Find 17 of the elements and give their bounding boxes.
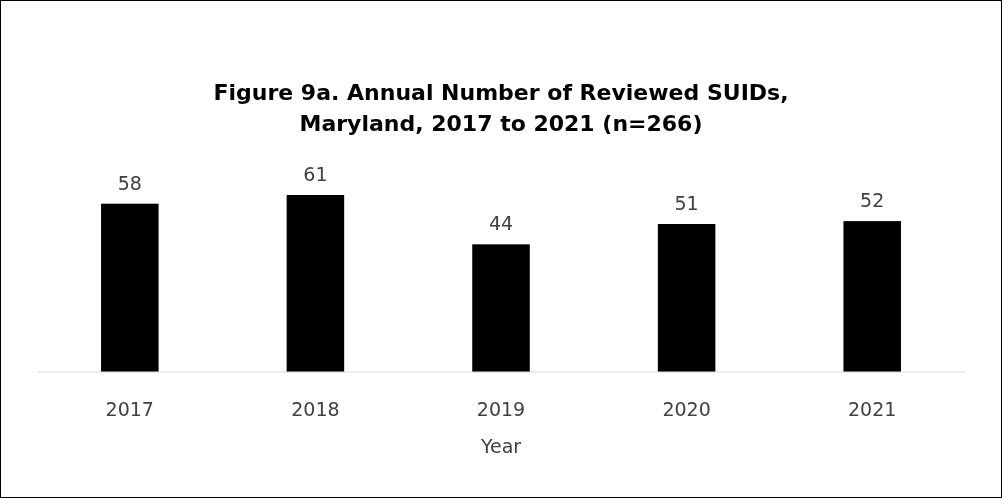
x-tick-label: 2021 (848, 398, 897, 420)
x-tick-label: 2017 (105, 398, 154, 420)
x-axis-title: Year (479, 435, 522, 457)
bar (657, 224, 716, 372)
x-tick-label: 2018 (291, 398, 340, 420)
data-label: 44 (488, 212, 514, 235)
x-tick-label: 2020 (662, 398, 711, 420)
bar (286, 195, 345, 372)
data-label: 61 (303, 163, 328, 185)
bar (843, 221, 901, 372)
chart-title: Figure 9a. Annual Number of Reviewed SUIDs, Maryland, 2017 to 2021 (n=266) (213, 80, 789, 136)
x-tick-label: 2019 (476, 398, 526, 420)
data-label: 58 (117, 171, 142, 194)
bar (101, 203, 159, 372)
data-label: 52 (860, 189, 885, 212)
data-label: 51 (674, 192, 699, 215)
bar (472, 244, 530, 372)
